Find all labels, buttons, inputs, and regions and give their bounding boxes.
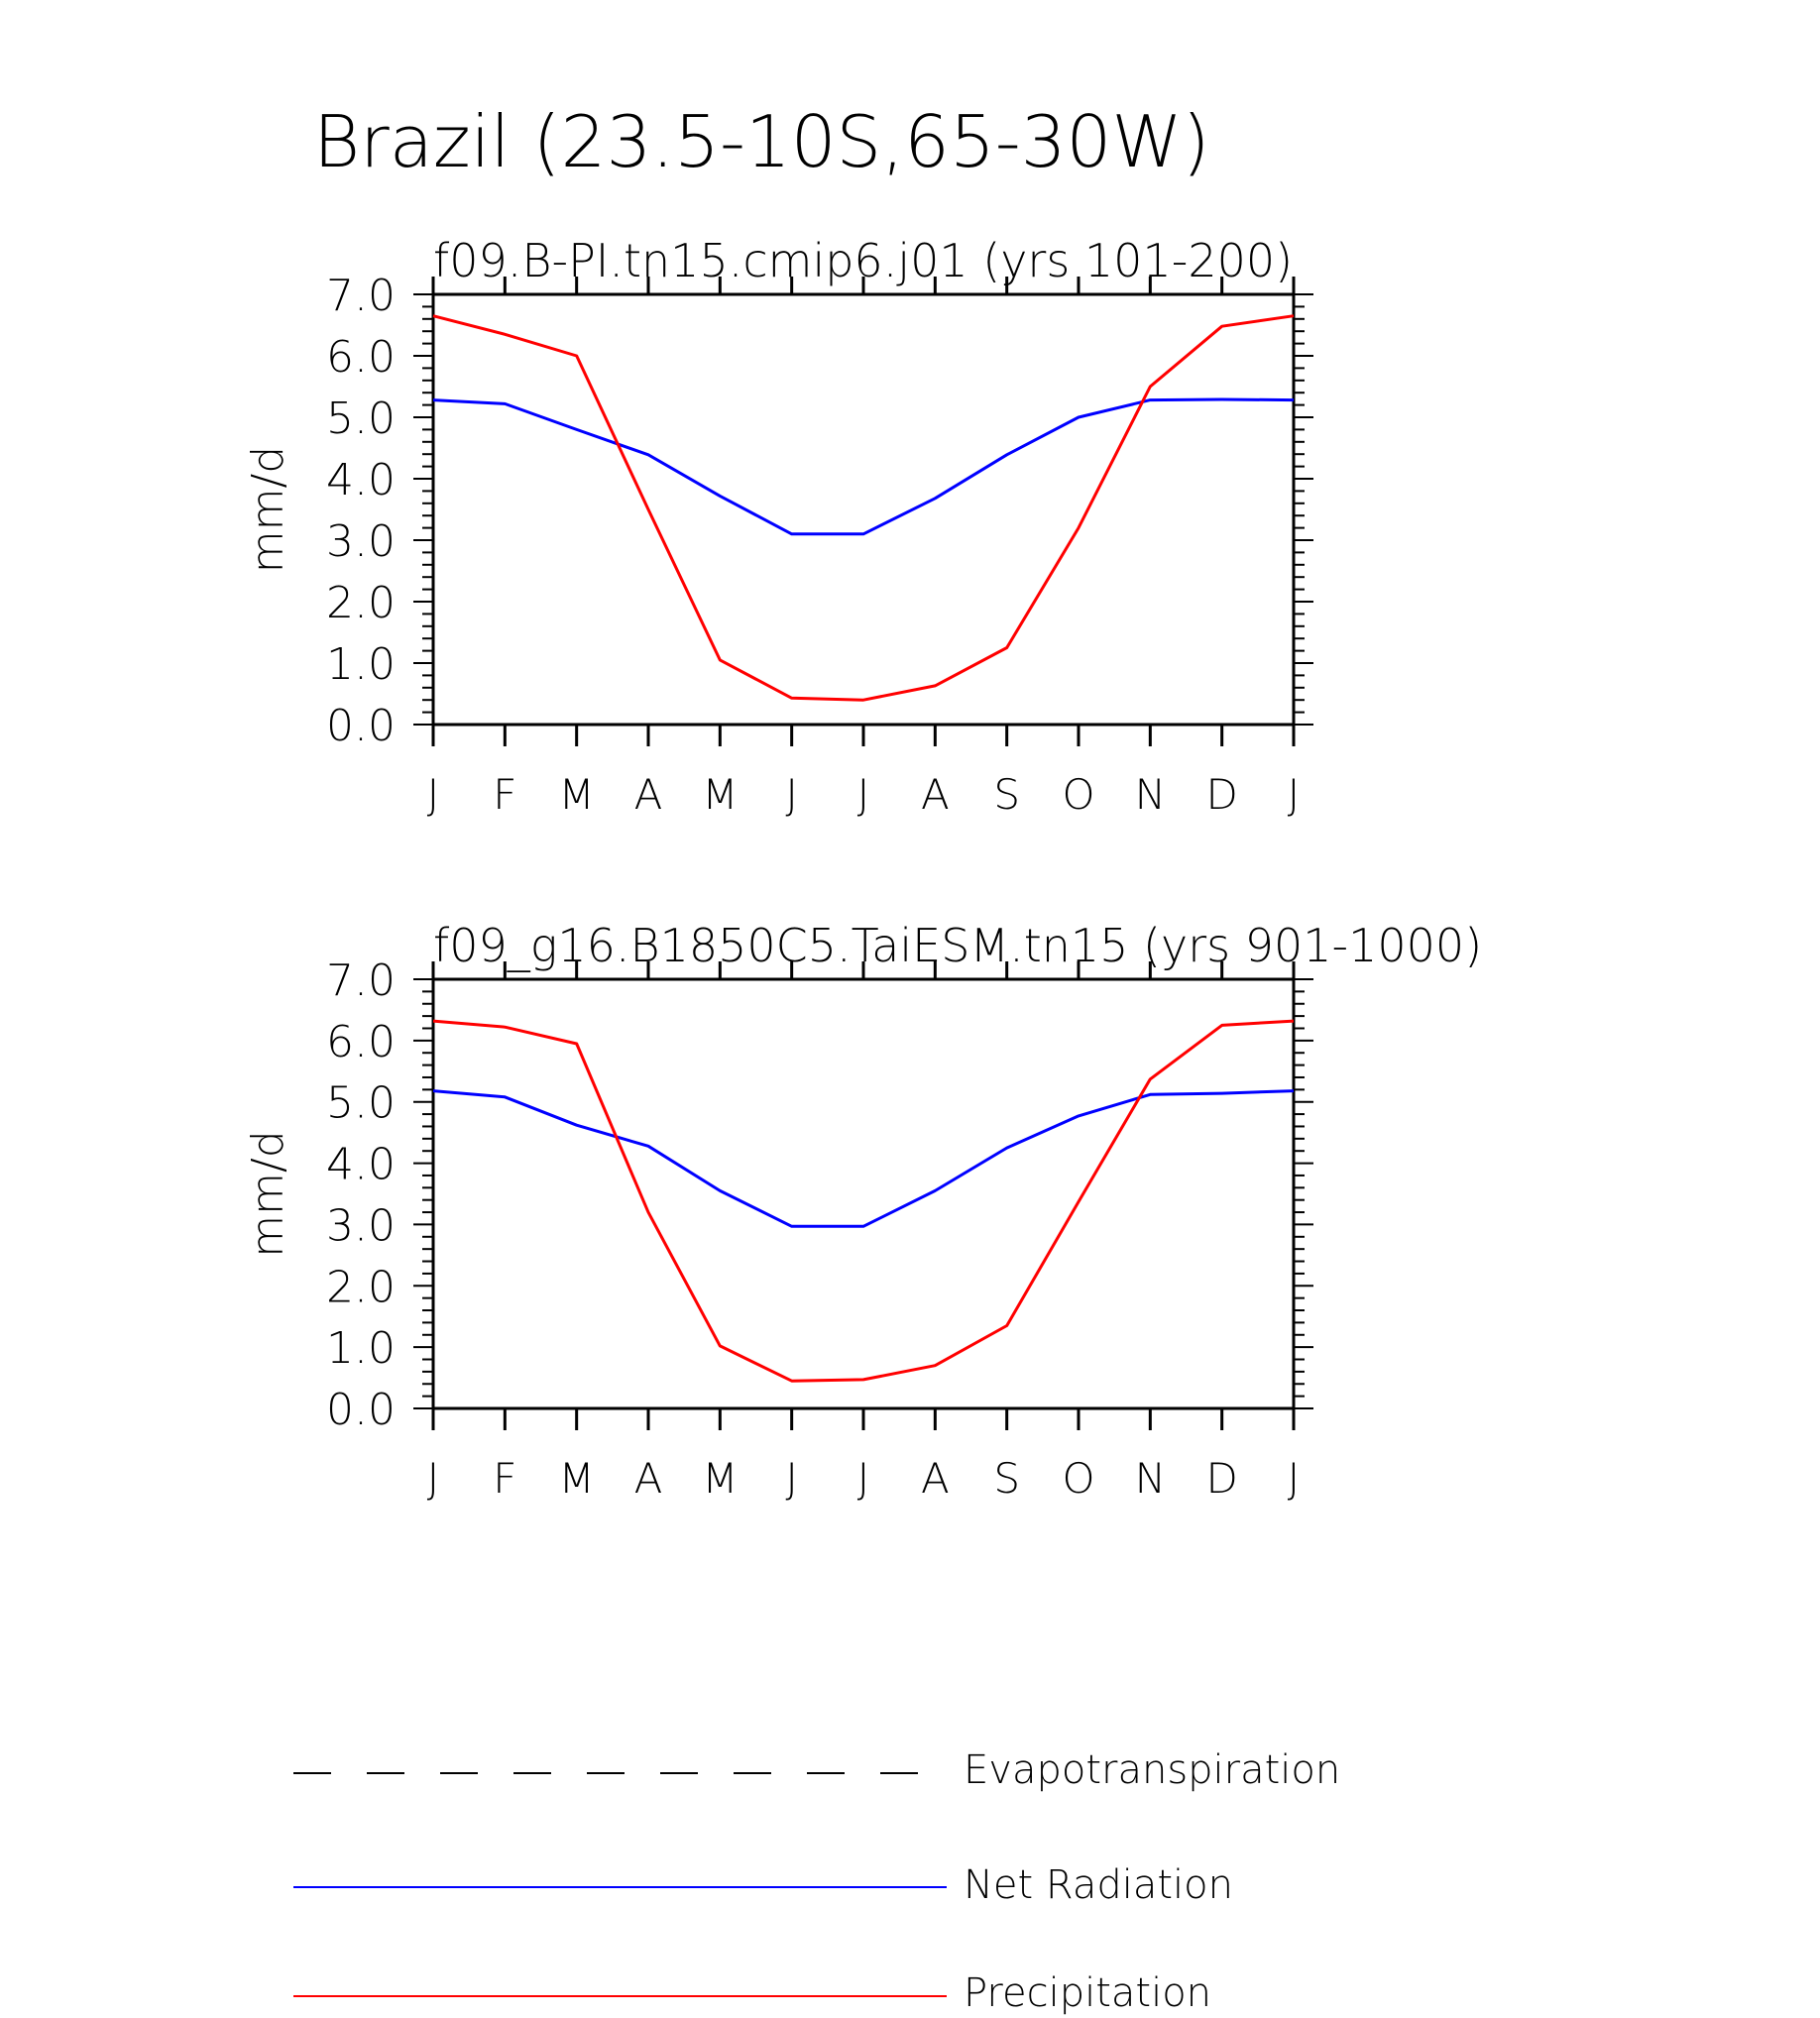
- x-tick-label: J: [427, 770, 439, 819]
- x-tick-label: J: [857, 1454, 869, 1503]
- x-tick-label: J: [785, 770, 797, 819]
- y-axis-label: mm/d: [243, 446, 293, 573]
- y-tick-label: 2.0: [326, 1262, 396, 1312]
- x-tick-label: S: [993, 770, 1020, 819]
- chart-title: f09_g16.B1850C5.TaiESM.tn15 (yrs 901-100…: [433, 919, 1482, 972]
- y-tick-label: 7.0: [326, 271, 396, 321]
- y-tick-label: 3.0: [326, 1200, 396, 1251]
- x-tick-label: N: [1135, 770, 1166, 819]
- x-tick-label: D: [1205, 1454, 1237, 1503]
- x-tick-label: M: [702, 770, 738, 819]
- x-tick-label: F: [493, 770, 516, 819]
- y-axis-label: mm/d: [243, 1130, 293, 1257]
- y-tick-label: 5.0: [326, 1078, 396, 1129]
- series-line-net-radiation: [432, 1089, 1295, 1228]
- legend-precipitation-label: Precipitation: [964, 1970, 1211, 2016]
- y-tick-label: 4.0: [326, 455, 396, 505]
- x-tick-label: J: [427, 1454, 439, 1503]
- x-tick-label: J: [857, 770, 869, 819]
- chart-panel-0: f09.B-PI.tn15.cmip6.j01 (yrs 101-200)0.0…: [243, 234, 1313, 819]
- legend: Evapotranspiration Net Radiation Precipi…: [293, 1747, 1340, 2016]
- series-line-precipitation: [432, 1019, 1295, 1383]
- legend-net-radiation-label: Net Radiation: [964, 1862, 1233, 1908]
- series-line-net-radiation: [432, 397, 1295, 536]
- x-tick-label: A: [634, 1454, 663, 1503]
- x-tick-label: A: [921, 770, 950, 819]
- plot-frame: [431, 292, 1296, 727]
- plot-frame: [431, 977, 1296, 1410]
- y-tick-label: 6.0: [326, 1017, 396, 1067]
- x-tick-label: J: [1288, 770, 1300, 819]
- x-tick-label: J: [785, 1454, 797, 1503]
- x-tick-label: N: [1135, 1454, 1166, 1503]
- y-tick-label: 0.0: [326, 701, 396, 751]
- y-tick-label: 6.0: [326, 332, 396, 383]
- x-tick-label: A: [921, 1454, 950, 1503]
- legend-evapotranspiration-label: Evapotranspiration: [964, 1747, 1340, 1793]
- x-tick-label: M: [702, 1454, 738, 1503]
- y-tick-label: 5.0: [326, 393, 396, 444]
- x-tick-label: M: [559, 770, 595, 819]
- x-tick-label: D: [1205, 770, 1237, 819]
- y-tick-label: 1.0: [326, 1323, 396, 1374]
- y-tick-label: 4.0: [326, 1140, 396, 1190]
- main-title: Brazil (23.5-10S,65-30W): [313, 100, 1210, 183]
- x-tick-label: M: [559, 1454, 595, 1503]
- chart-panel-1: f09_g16.B1850C5.TaiESM.tn15 (yrs 901-100…: [243, 919, 1482, 1503]
- x-tick-label: O: [1062, 770, 1094, 819]
- x-tick-label: O: [1062, 1454, 1094, 1503]
- y-tick-label: 2.0: [326, 578, 396, 628]
- y-tick-label: 1.0: [326, 639, 396, 690]
- x-tick-label: J: [1288, 1454, 1300, 1503]
- y-tick-label: 3.0: [326, 516, 396, 567]
- x-tick-label: A: [634, 770, 663, 819]
- x-tick-label: S: [993, 1454, 1020, 1503]
- x-tick-label: F: [493, 1454, 516, 1503]
- y-tick-label: 7.0: [326, 955, 396, 1006]
- series-line-precipitation: [432, 314, 1295, 702]
- y-tick-label: 0.0: [326, 1385, 396, 1435]
